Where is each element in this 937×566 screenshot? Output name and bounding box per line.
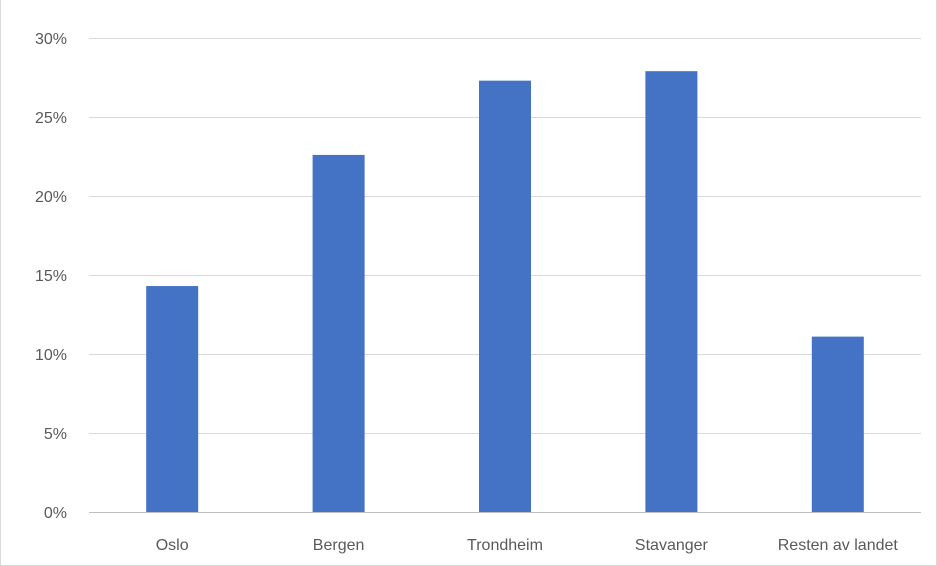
- bar-trondheim: [479, 80, 531, 512]
- y-tick-label: 0%: [44, 505, 67, 522]
- y-tick-label: 10%: [35, 347, 67, 364]
- bar-oslo: [146, 286, 199, 512]
- y-tick-label: 15%: [35, 268, 67, 285]
- x-tick-label: Trondheim: [467, 537, 543, 554]
- x-tick-labels: Oslo Bergen Trondheim Stavanger Resten av la…: [156, 537, 899, 554]
- y-tick-label: 30%: [35, 31, 67, 48]
- x-tick-label: Oslo: [156, 537, 189, 554]
- x-tick-label: Resten av landet: [778, 537, 899, 554]
- y-tick-label: 20%: [35, 189, 67, 206]
- y-tick-label: 5%: [44, 426, 67, 443]
- x-tick-label: Bergen: [313, 537, 365, 554]
- y-tick-labels: 0% 5% 10% 15% 20% 25% 30%: [35, 31, 67, 522]
- y-tick-label: 25%: [35, 110, 67, 127]
- bars: [146, 71, 864, 513]
- bar-resten-av-landet: [811, 336, 864, 512]
- bar-bergen: [312, 154, 365, 513]
- bar-stavanger: [645, 71, 698, 513]
- x-tick-label: Stavanger: [635, 537, 709, 554]
